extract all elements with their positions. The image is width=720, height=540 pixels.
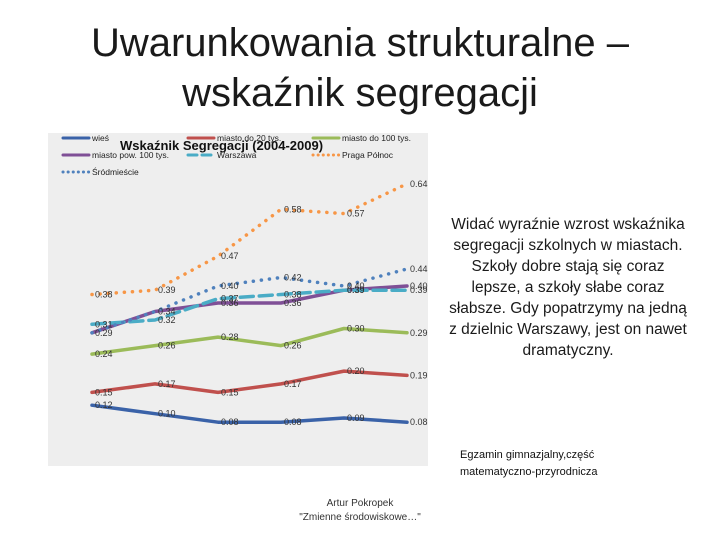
data-label: 0.38	[284, 289, 302, 299]
data-label: 0.08	[410, 417, 428, 427]
data-label: 0.08	[284, 417, 302, 427]
series-line	[90, 369, 409, 395]
legend-label: Praga Północ	[342, 150, 394, 160]
commentary-text: Widać wyraźnie wzrost wskaźnika segregac…	[449, 216, 687, 359]
data-label: 0.29	[95, 328, 113, 338]
legend-label: Śródmieście	[92, 166, 139, 177]
series-line	[90, 267, 409, 335]
legend-label: wieś	[91, 133, 109, 143]
chart-title: Wskaźnik Segregacji (2004-2009)	[120, 138, 324, 153]
line-chart: wieś miasto do 20 tys. miasto do 100 tys. m…	[61, 133, 428, 427]
data-label: 0.64	[410, 179, 428, 189]
data-label: 0.26	[158, 341, 176, 351]
data-label: 0.34	[158, 307, 176, 317]
legend-entry: miasto do 100 tys.	[311, 133, 411, 143]
data-label: 0.40	[410, 281, 428, 291]
data-label: 0.36	[284, 298, 302, 308]
data-label: 0.10	[158, 409, 176, 419]
data-label: 0.36	[221, 298, 239, 308]
data-label: 0.44	[410, 264, 428, 274]
author-name: Artur Pokropek	[326, 498, 394, 509]
legend-entry: Praga Północ	[311, 150, 394, 160]
data-label: 0.47	[221, 251, 239, 261]
slide-title-line2: wskaźnik segregacji	[182, 71, 538, 115]
legend-entry: Warszawa	[186, 150, 257, 160]
data-label: 0.39	[158, 285, 176, 295]
series-line	[90, 326, 409, 356]
data-label: 0.40	[347, 281, 365, 291]
data-label: 0.15	[221, 387, 239, 397]
data-label: 0.24	[95, 349, 113, 359]
slide-title: Uwarunkowania strukturalne – wskaźnik se…	[80, 18, 640, 118]
legend-label: miasto pow. 100 tys.	[92, 150, 169, 160]
data-label: 0.58	[284, 204, 302, 214]
data-label: 0.42	[284, 272, 302, 282]
data-label: 0.20	[347, 366, 365, 376]
data-label: 0.29	[410, 328, 428, 338]
data-label: 0.39	[410, 285, 428, 295]
data-label: 0.09	[347, 413, 365, 423]
legend-entry: miasto pow. 100 tys.	[61, 150, 169, 160]
series-line	[90, 288, 409, 327]
data-label: 0.32	[158, 315, 176, 325]
legend-entry: wieś	[61, 133, 109, 143]
series-line	[90, 182, 409, 297]
exam-note: Egzamin gimnazjalny,część matematyczno-p…	[460, 449, 598, 478]
legend-label: miasto do 100 tys.	[342, 133, 411, 143]
data-label: 0.39	[347, 285, 365, 295]
legend-label: Warszawa	[217, 150, 257, 160]
data-label: 0.12	[95, 400, 113, 410]
data-label: 0.17	[284, 379, 302, 389]
data-label: 0.28	[221, 332, 239, 342]
data-label: 0.40	[221, 281, 239, 291]
chart-area: wieś miasto do 20 tys. miasto do 100 tys. m…	[48, 133, 428, 466]
data-label: 0.08	[221, 417, 239, 427]
legend-label: miasto do 20 tys.	[217, 133, 281, 143]
source-title: "Zmienne środowiskowe…"	[299, 512, 421, 523]
data-label: 0.30	[347, 324, 365, 334]
data-label: 0.31	[95, 319, 113, 329]
series-line	[90, 403, 409, 424]
data-label: 0.39	[347, 285, 365, 295]
data-label: 0.38	[95, 289, 113, 299]
data-label: 0.26	[284, 341, 302, 351]
data-label: 0.37	[221, 294, 239, 304]
legend-entry: miasto do 20 tys.	[186, 133, 281, 143]
author-note: Artur Pokropek "Zmienne środowiskowe…"	[250, 497, 470, 525]
data-label: 0.17	[158, 379, 176, 389]
legend-entry: Śródmieście	[61, 166, 139, 177]
data-label: 0.19	[410, 370, 428, 380]
data-label: 0.15	[95, 387, 113, 397]
data-label: 0.57	[347, 209, 365, 219]
slide-title-line1: Uwarunkowania strukturalne –	[90, 21, 630, 65]
